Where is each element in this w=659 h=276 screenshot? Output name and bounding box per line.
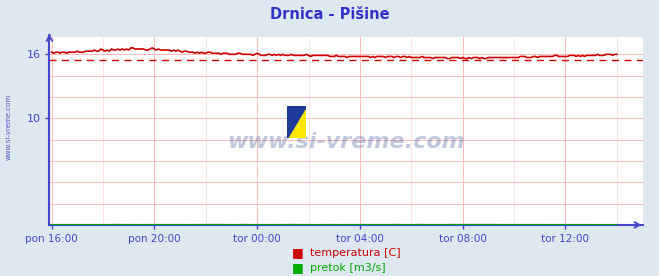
Text: ■: ■ (291, 246, 303, 259)
Text: temperatura [C]: temperatura [C] (310, 248, 401, 258)
Polygon shape (287, 106, 306, 138)
Text: ■: ■ (291, 261, 303, 274)
Polygon shape (287, 106, 306, 138)
Text: www.si-vreme.com: www.si-vreme.com (5, 94, 11, 160)
Text: pretok [m3/s]: pretok [m3/s] (310, 263, 386, 273)
Text: www.si-vreme.com: www.si-vreme.com (227, 132, 465, 152)
Text: Drnica - Pišine: Drnica - Pišine (270, 7, 389, 22)
